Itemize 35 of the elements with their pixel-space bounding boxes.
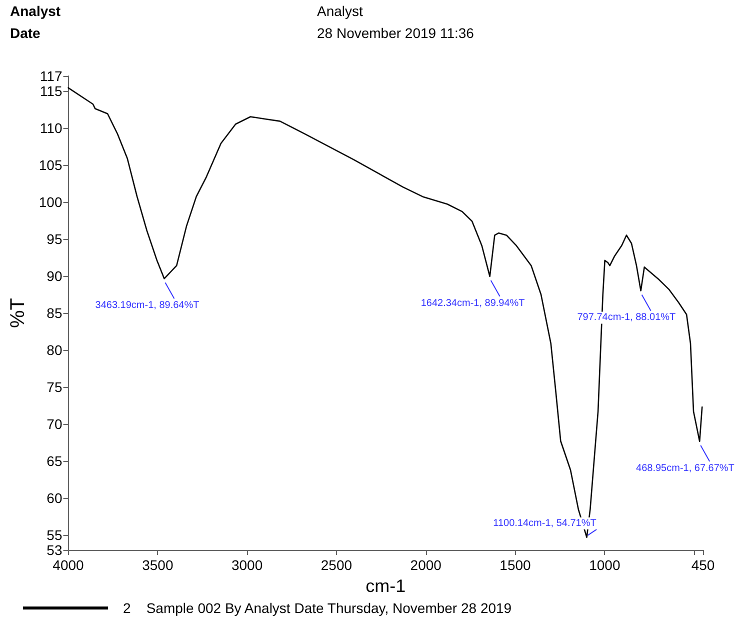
y-tick-label: 75	[46, 379, 62, 396]
x-tick-label: 2000	[410, 557, 442, 573]
y-tick-label: 90	[46, 268, 62, 284]
y-tick-label: 95	[46, 230, 62, 247]
annotation: 1642.34cm-1, 89.94%T	[420, 298, 525, 309]
y-tick-label: 117	[40, 68, 62, 84]
y-tick-label: 100	[38, 194, 62, 210]
text: 28 November 2019 11:36	[317, 25, 474, 41]
x-axis-title: cm-1	[366, 576, 406, 596]
y-tick-label: 85	[46, 305, 62, 321]
y-tick-label: 65	[46, 453, 62, 470]
x-tick-label: 4000	[52, 557, 84, 573]
y-tick-label: 60	[46, 490, 62, 506]
x-tick-label: 3500	[142, 557, 174, 573]
x-tick-label: 450	[691, 557, 715, 573]
y-tick-label: 110	[40, 120, 62, 136]
text: 2 Sample 002 By Analyst Date Thursday, November 28 2019	[123, 600, 512, 616]
y-tick-label: 53	[46, 542, 62, 558]
y-tick-label: 115	[40, 82, 62, 99]
annotation: 1100.14cm-1, 54.71%T	[493, 518, 596, 529]
annotation: 468.95cm-1, 67.67%T	[636, 462, 734, 474]
y-tick-label: 70	[46, 416, 62, 432]
y-tick-label: 80	[46, 342, 62, 358]
text: Date	[10, 25, 41, 41]
y-tick-label: 55	[46, 527, 62, 544]
annotation: 797.74cm-1, 88.01%T	[577, 312, 676, 324]
y-tick-label: 105	[38, 156, 62, 173]
x-tick-label: 1500	[500, 557, 532, 573]
y-axis-title: %T	[7, 298, 29, 328]
text: Analyst	[317, 3, 364, 19]
x-tick-label: 3000	[231, 557, 263, 573]
annotation: 3463.19cm-1, 89.64%T	[95, 300, 200, 312]
text: Analyst	[10, 3, 61, 19]
x-tick-label: 1000	[589, 557, 620, 573]
x-tick-label: 2500	[320, 557, 352, 573]
